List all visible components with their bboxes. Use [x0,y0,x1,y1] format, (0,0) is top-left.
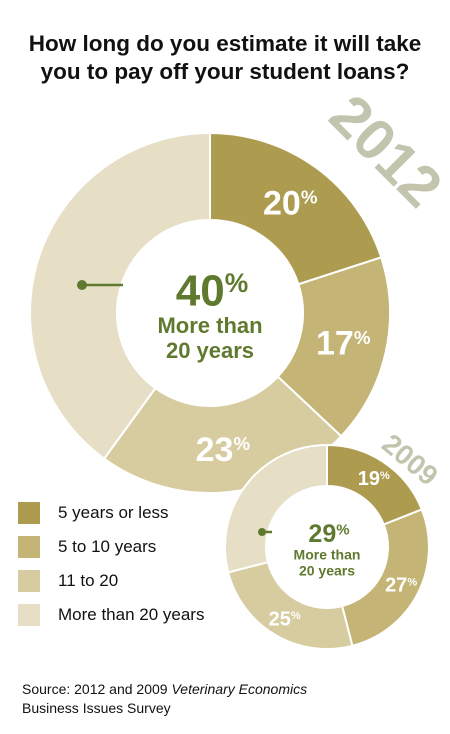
legend-swatch-more-than-20-years [18,604,40,626]
source-publication: Veterinary Economics [171,681,308,697]
data-label-2009-2: 25% [269,609,301,631]
legend-label: 11 to 20 [58,571,119,590]
legend-item: More than 20 years [18,604,204,626]
legend-item: 5 years or less [18,502,204,524]
donut-slice-2012-0 [209,131,383,286]
source-prefix: Source: 2012 and 2009 [22,681,172,697]
donut-slice-2012-1 [276,256,391,438]
data-label-2012-1: 17% [316,325,371,363]
donut-slice-2012-3 [29,131,211,461]
center-value-2009: 29% [308,520,349,548]
legend-label: 5 years or less [58,503,169,522]
pointer-dot-2012 [77,280,87,290]
data-label-2012-0: 20% [263,184,318,222]
data-label-2009-1: 27% [385,575,417,597]
donut-hole-2009 [268,488,386,606]
pointer-dot-2009 [258,528,266,536]
donut-hole-2012 [119,222,301,404]
donut-slice-2009-2 [226,560,354,650]
donut-slice-2009-3 [224,443,328,574]
legend-swatch-5-years-or-less [18,502,40,524]
legend-label: More than 20 years [58,605,205,624]
center-label-line2-2009: 20 years [299,563,355,579]
source-note: Source: 2012 and 2009 Veterinary Economi… [22,680,422,718]
data-label-2009-0: 19% [358,468,390,490]
legend-label: 5 to 10 years [58,537,157,556]
legend-item: 11 to 20 [18,570,204,592]
center-value-2012: 40% [176,266,248,315]
legend: 5 years or less 5 to 10 years 11 to 20 M… [18,502,204,638]
source-line2: Business Issues Survey [22,700,171,716]
chart-title: How long do you estimate it will take yo… [28,31,422,84]
legend-swatch-11-to-20 [18,570,40,592]
data-label-2012-2: 23% [196,431,251,469]
legend-item: 5 to 10 years [18,536,204,558]
legend-swatch-5-to-10-years [18,536,40,558]
center-label-line2-2012: 20 years [166,338,254,363]
donut-slice-2009-1 [340,508,430,648]
center-label-line1-2009: More than [294,547,361,563]
center-label-line1-2012: More than [157,313,262,338]
